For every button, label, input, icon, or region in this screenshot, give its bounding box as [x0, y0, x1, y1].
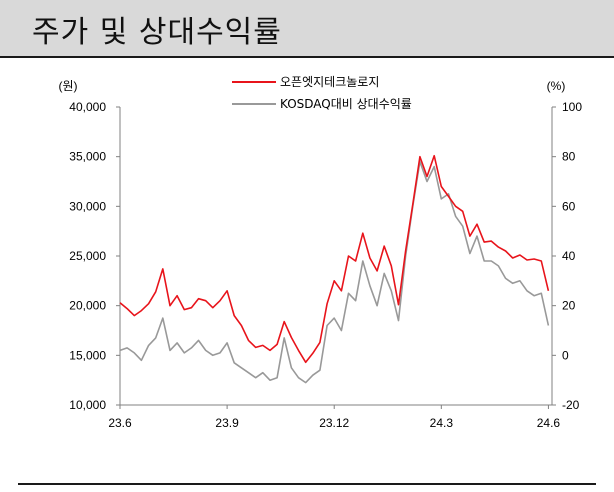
legend-label-relative-return: KOSDAQ대비 상대수익률	[280, 97, 412, 111]
right-axis-tick-label: -20	[562, 398, 580, 412]
left-axis-tick-label: 20,000	[69, 299, 106, 313]
page-title: 주가 및 상대수익률	[32, 15, 282, 50]
left-axis-tick-label: 15,000	[69, 348, 106, 362]
left-axis-tick-label: 40,000	[69, 100, 106, 114]
right-axis-tick-label: 0	[562, 348, 569, 362]
right-axis-tick-label: 40	[562, 249, 576, 263]
right-axis-tick-label: 20	[562, 299, 576, 313]
title-bar: 주가 및 상대수익률	[0, 0, 614, 58]
x-axis-tick-label: 23.12	[319, 416, 349, 430]
series-line-relative-return	[119, 160, 550, 384]
right-axis-tick-label: 60	[562, 199, 576, 213]
x-axis-tick-label: 23.6	[108, 416, 132, 430]
right-axis-unit: (%)	[547, 79, 566, 93]
x-axis-tick-label: 23.9	[215, 416, 239, 430]
left-axis-tick-label: 35,000	[69, 150, 106, 164]
left-axis-unit: (원)	[58, 79, 77, 93]
right-axis-tick-label: 100	[562, 100, 582, 114]
left-axis-tick-label: 30,000	[69, 199, 106, 213]
left-axis-tick-label: 25,000	[69, 249, 106, 263]
bottom-divider	[18, 483, 596, 485]
right-axis-tick-label: 80	[562, 150, 576, 164]
x-axis-tick-label: 24.3	[430, 416, 454, 430]
x-axis-tick-label: 24.6	[537, 416, 561, 430]
series-line-stock-price	[119, 154, 550, 364]
legend-label-stock-price: 오픈엣지테크놀로지	[280, 75, 379, 89]
left-axis-tick-label: 10,000	[69, 398, 106, 412]
